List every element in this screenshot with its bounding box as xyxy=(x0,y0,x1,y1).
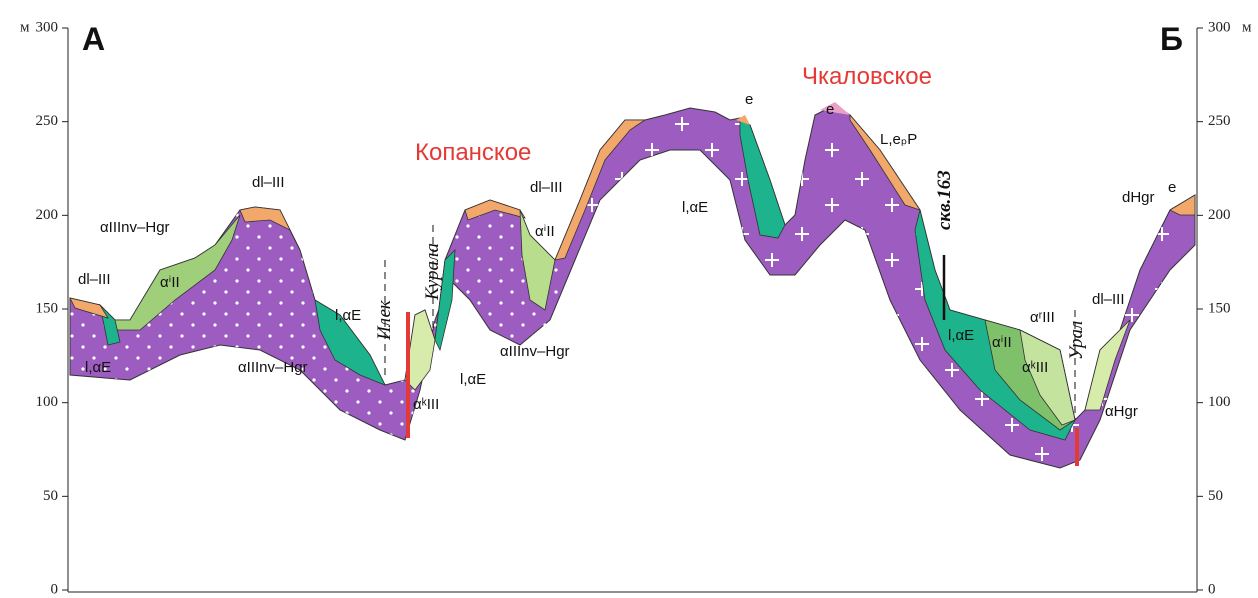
axis-unit: м xyxy=(20,19,30,35)
layer-label: αIIInv–Hgr xyxy=(238,359,308,376)
tick-label: 50 xyxy=(43,488,58,504)
tick-label: 300 xyxy=(36,19,59,35)
layer-label: αⁱII xyxy=(992,334,1012,351)
layer-label: αʳIII xyxy=(1030,309,1055,326)
river: Курала xyxy=(422,243,443,301)
layer-label: l,αE xyxy=(460,371,486,388)
layer-label: L,eₚP xyxy=(880,131,917,148)
layer-label: dl–III xyxy=(530,179,563,196)
profile-end: Б xyxy=(1160,21,1183,57)
tick-label: 0 xyxy=(1208,581,1216,597)
deposit: Чкаловское xyxy=(802,63,932,90)
cross-section: 0 50 100 150 200 250 300 0 50 100 150 200 250 300 м м А Б… xyxy=(0,0,1258,598)
tick-label: 50 xyxy=(1208,488,1223,504)
tick-label: 0 xyxy=(51,581,59,597)
deposit: Копанское xyxy=(415,139,531,166)
layer-label: αⁱII xyxy=(535,223,555,240)
layer-label: αIIInv–Hgr xyxy=(100,219,170,236)
layer-label: l,αE xyxy=(948,327,974,344)
layer-label: αᵏIII xyxy=(1022,359,1048,376)
well-label: скв.163 xyxy=(934,170,955,230)
axis-unit: м xyxy=(1242,19,1252,35)
layer-label: αᵏIII xyxy=(413,396,439,413)
profile-start: А xyxy=(82,21,105,57)
layer-label: e xyxy=(745,91,753,108)
geology xyxy=(70,102,1195,468)
layer-label: dl–III xyxy=(78,271,111,288)
layer-label: αHgr xyxy=(1105,403,1138,420)
layer-label: l,αE xyxy=(85,359,111,376)
tick-label: 200 xyxy=(36,207,59,223)
layer-label: e xyxy=(826,101,834,118)
river: Урал xyxy=(1066,321,1087,360)
tick-label: 150 xyxy=(1208,300,1231,316)
tick-label: 200 xyxy=(1208,207,1231,223)
tick-label: 300 xyxy=(1208,19,1231,35)
layer-label: e xyxy=(1168,179,1176,196)
tick-label: 100 xyxy=(36,394,59,410)
layer-label: dl–III xyxy=(252,174,285,191)
tick-label: 250 xyxy=(36,113,59,129)
layer-label: dHgr xyxy=(1122,189,1155,206)
tick-label: 100 xyxy=(1208,394,1231,410)
tick-label: 250 xyxy=(1208,113,1231,129)
layer-label: dl–III xyxy=(1092,291,1125,308)
layer-label: αIIInv–Hgr xyxy=(500,343,570,360)
river: Илек xyxy=(374,299,395,341)
tick-label: 150 xyxy=(36,300,59,316)
layer-label: l,αE xyxy=(682,199,708,216)
layer-label: αⁱII xyxy=(160,274,180,291)
layer-label: l,αE xyxy=(335,307,361,324)
